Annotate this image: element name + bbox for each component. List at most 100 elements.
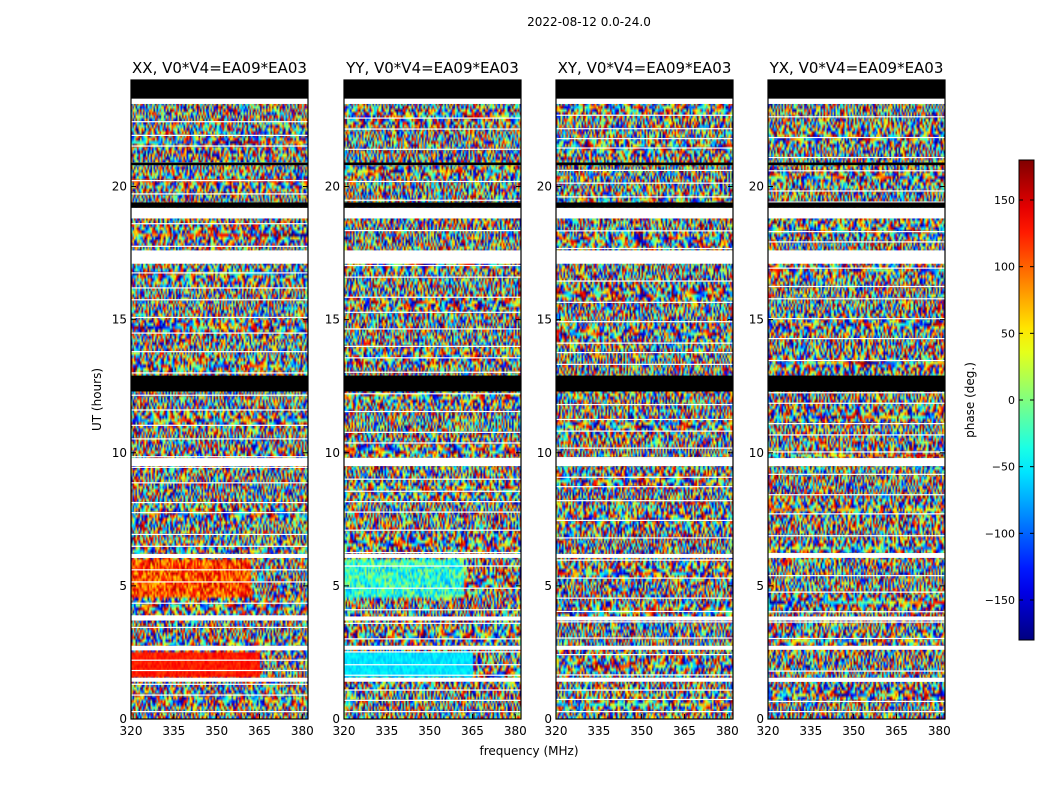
flagged-line xyxy=(344,117,521,119)
colorbar-tick-label: 100 xyxy=(994,261,1015,274)
panel-2: XY, V0*V4=EA09*EA03 320 335 350 365 380 0 5 10 15… xyxy=(537,59,739,738)
flagged-line xyxy=(768,575,945,577)
flagged-band xyxy=(556,553,733,558)
flagged-line xyxy=(131,287,308,289)
y-tick-label: 0 xyxy=(119,712,127,726)
flagged-line xyxy=(131,581,308,583)
flagged-band xyxy=(768,458,945,467)
flagged-band xyxy=(344,677,521,682)
panel-0: XX, V0*V4=EA09*EA03 320 335 350 365 380 0 5 10 15… xyxy=(90,59,314,738)
y-tick-label: 5 xyxy=(119,579,127,593)
flagged-line xyxy=(768,190,945,192)
black-band xyxy=(556,80,733,99)
flagged-line xyxy=(768,241,945,243)
x-tick-label: 380 xyxy=(928,724,951,738)
flagged-line xyxy=(768,611,945,613)
black-band xyxy=(344,202,521,208)
flagged-line xyxy=(556,403,733,406)
flagged-line xyxy=(768,423,945,425)
y-tick-label: 20 xyxy=(749,180,764,194)
colorbar-tick-label: −100 xyxy=(985,527,1015,540)
flagged-line xyxy=(556,689,733,691)
flagged-line xyxy=(131,545,308,547)
flagged-line xyxy=(768,711,945,713)
flagged-line xyxy=(556,500,733,502)
flagged-line xyxy=(768,434,945,436)
colorbar-tick-label: 150 xyxy=(994,194,1015,207)
flagged-band xyxy=(556,616,733,621)
flagged-line xyxy=(344,490,521,492)
flagged-line xyxy=(768,553,945,555)
flagged-line xyxy=(556,301,733,303)
x-tick-label: 380 xyxy=(716,724,739,738)
axes-frame xyxy=(767,79,946,720)
y-tick-label: 0 xyxy=(332,712,340,726)
flagged-band xyxy=(344,458,521,467)
flagged-line xyxy=(131,683,308,685)
black-band xyxy=(131,162,308,166)
flagged-line xyxy=(556,138,733,140)
flagged-line xyxy=(344,371,521,373)
flagged-line xyxy=(344,511,521,513)
black-band xyxy=(768,375,945,392)
flagged-line xyxy=(556,196,733,198)
x-tick-label: 335 xyxy=(162,724,185,738)
flagged-line xyxy=(768,670,945,672)
flagged-line xyxy=(131,245,308,247)
x-tick-label: 335 xyxy=(587,724,610,738)
flagged-line xyxy=(344,410,521,413)
x-tick-label: 350 xyxy=(205,724,228,738)
heatmap-image xyxy=(131,80,308,719)
flagged-line xyxy=(344,311,521,313)
flagged-line xyxy=(556,559,733,561)
y-tick-label: 15 xyxy=(749,313,764,327)
flagged-line xyxy=(344,276,521,278)
black-band xyxy=(131,375,308,392)
flagged-line xyxy=(768,513,945,515)
flagged-line xyxy=(344,587,521,589)
flagged-line xyxy=(556,711,733,713)
x-tick-label: 320 xyxy=(120,724,143,738)
y-tick-label: 5 xyxy=(332,579,340,593)
x-tick-label: 365 xyxy=(885,724,908,738)
black-band xyxy=(131,80,308,99)
black-band xyxy=(131,202,308,208)
flagged-line xyxy=(556,621,733,623)
y-tick-label: 0 xyxy=(756,712,764,726)
flagged-line xyxy=(768,116,945,118)
axes-frame xyxy=(343,79,522,720)
flagged-band xyxy=(344,616,521,621)
flagged-line xyxy=(768,473,945,475)
flagged-line xyxy=(344,357,521,359)
flagged-band xyxy=(556,207,733,219)
flagged-band xyxy=(768,677,945,682)
x-axis-label: frequency (MHz) xyxy=(479,744,578,758)
flagged-line xyxy=(556,352,733,354)
flagged-line xyxy=(131,372,308,374)
y-tick-label: 20 xyxy=(537,180,552,194)
flagged-line xyxy=(344,711,521,713)
flagged-line xyxy=(131,424,308,426)
flagged-line xyxy=(131,669,308,672)
flagged-line xyxy=(131,456,308,458)
y-tick-label: 10 xyxy=(112,446,127,460)
heatmap-image xyxy=(556,80,733,719)
flagged-line xyxy=(556,698,733,701)
flagged-line xyxy=(556,537,733,539)
black-band xyxy=(344,375,521,392)
flagged-line xyxy=(768,298,945,300)
flagged-line xyxy=(344,529,521,531)
flagged-line xyxy=(556,418,733,421)
flagged-line xyxy=(556,476,733,478)
flagged-line xyxy=(344,622,521,624)
black-band xyxy=(768,202,945,208)
flagged-line xyxy=(768,201,945,203)
flagged-line xyxy=(344,638,521,640)
y-tick-label: 0 xyxy=(544,712,552,726)
y-tick-label: 5 xyxy=(544,579,552,593)
black-band xyxy=(556,202,733,208)
black-band xyxy=(768,80,945,99)
y-axis-label: UT (hours) xyxy=(90,368,104,431)
colorbar-tick-label: −50 xyxy=(992,461,1015,474)
